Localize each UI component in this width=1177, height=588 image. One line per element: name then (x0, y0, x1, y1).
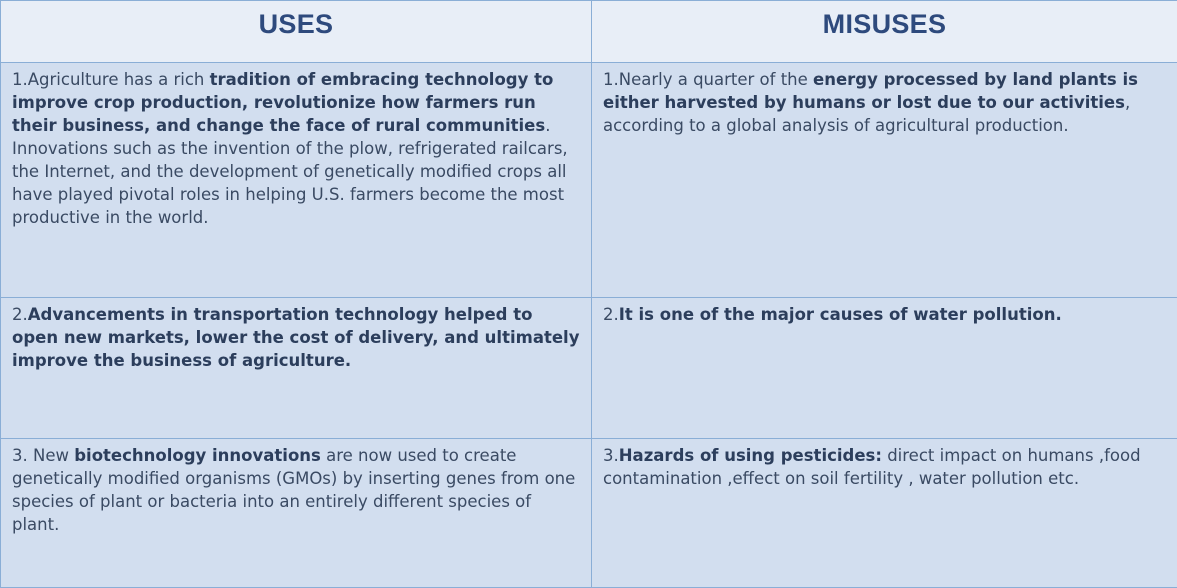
misuse-2-text-a: 2. (603, 305, 619, 324)
header-row: USES MISUSES (1, 1, 1177, 63)
use-3-text-b: biotechnology innovations (74, 446, 321, 465)
uses-header: USES (1, 1, 592, 63)
misuse-2-text-b: It is one of the major causes of water p… (619, 305, 1062, 324)
misuses-header: MISUSES (592, 1, 1177, 63)
table-row: 3. New biotechnology innovations are now… (1, 439, 1177, 588)
use-cell-2: 2.Advancements in transportation technol… (1, 298, 592, 439)
misuse-3-text-b: Hazards of using pesticides: (619, 446, 882, 465)
misuse-cell-1: 1.Nearly a quarter of the energy process… (592, 63, 1177, 298)
misuse-cell-2: 2.It is one of the major causes of water… (592, 298, 1177, 439)
use-cell-3: 3. New biotechnology innovations are now… (1, 439, 592, 588)
misuse-cell-3: 3.Hazards of using pesticides: direct im… (592, 439, 1177, 588)
use-cell-1: 1.Agriculture has a rich tradition of em… (1, 63, 592, 298)
use-1-text-a: 1.Agriculture has a rich (12, 70, 210, 89)
table-row: 1.Agriculture has a rich tradition of em… (1, 63, 1177, 298)
use-2-text-a: 2. (12, 305, 28, 324)
use-3-text-a: 3. New (12, 446, 74, 465)
misuse-1-text-a: 1.Nearly a quarter of the (603, 70, 813, 89)
use-2-text-b: Advancements in transportation technolog… (12, 305, 579, 370)
misuse-3-text-a: 3. (603, 446, 619, 465)
table-row: 2.Advancements in transportation technol… (1, 298, 1177, 439)
